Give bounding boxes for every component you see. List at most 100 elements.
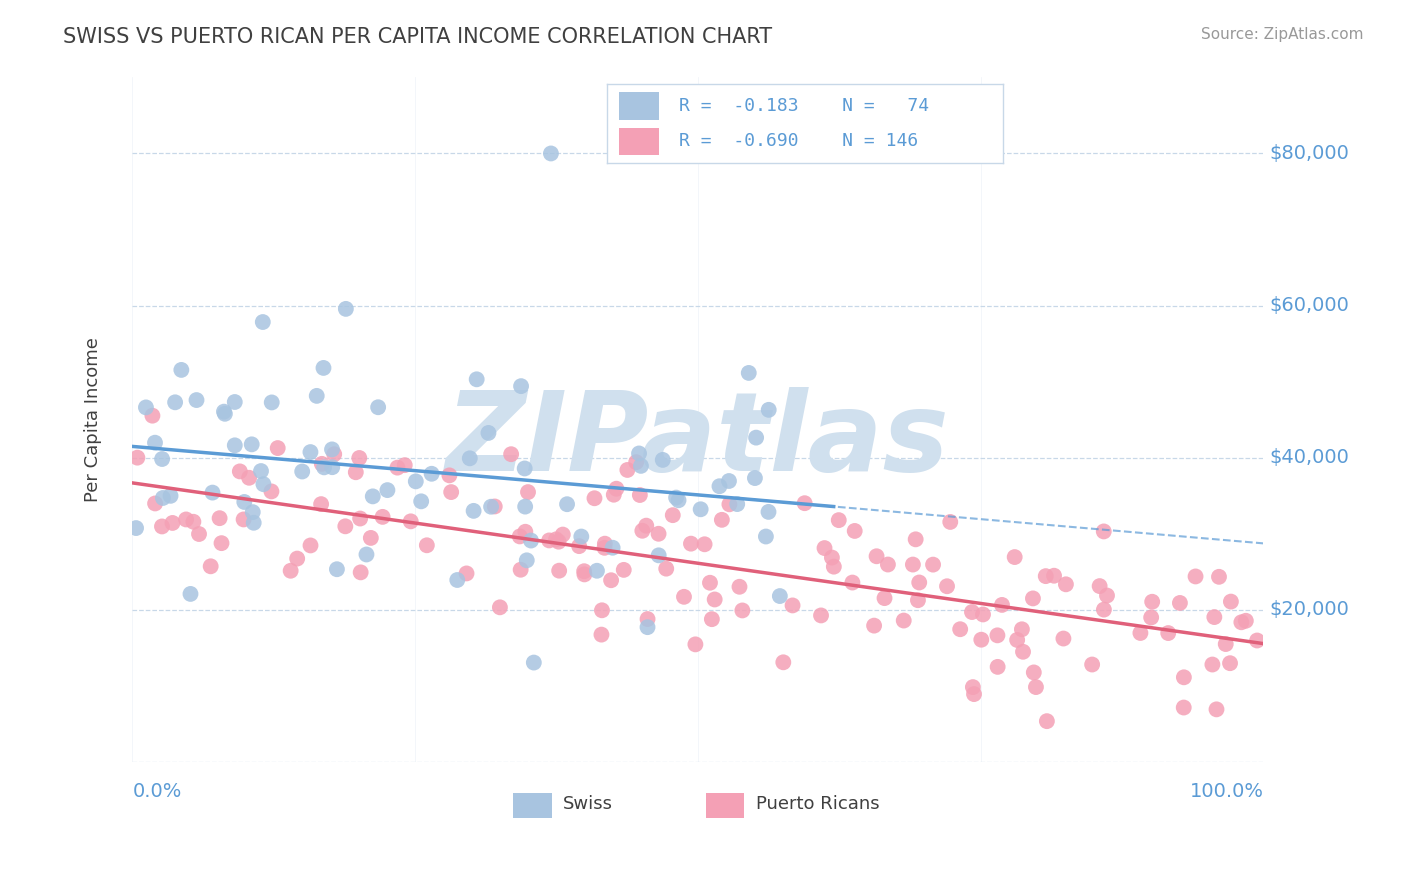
Point [647,549,669,563]
Point [893,614,915,628]
Point [637,612,659,626]
Text: $80,000: $80,000 [1270,144,1348,163]
Point [1036,714,1059,728]
Point [515,524,537,539]
Point [1219,594,1241,608]
Point [1230,615,1253,630]
Point [709,479,731,493]
Point [439,468,461,483]
Point [1129,626,1152,640]
Point [344,465,367,479]
Point [335,519,357,533]
Point [517,485,540,500]
Point [769,589,792,603]
Point [188,527,211,541]
Point [744,471,766,485]
Point [516,553,538,567]
Point [456,566,478,581]
Point [651,453,673,467]
Point [321,442,343,457]
Point [152,491,174,505]
Point [672,590,695,604]
Point [873,591,896,606]
Text: Per Capita Income: Per Capita Income [84,337,101,502]
Point [1092,524,1115,539]
Point [555,497,578,511]
Point [242,505,264,519]
Point [636,518,658,533]
Point [240,437,263,451]
Point [637,620,659,634]
Point [1025,680,1047,694]
Point [489,600,512,615]
Point [179,587,201,601]
Point [685,637,707,651]
Point [212,404,235,418]
Point [510,379,533,393]
Point [583,491,606,506]
Point [125,521,148,535]
Text: ZIPatlas: ZIPatlas [446,386,950,493]
Point [305,389,328,403]
Point [1035,569,1057,583]
Point [291,465,314,479]
Point [718,497,741,511]
Point [186,393,208,408]
Point [1215,637,1237,651]
Point [1022,591,1045,606]
Point [143,435,166,450]
Text: SWISS VS PUERTO RICAN PER CAPITA INCOME CORRELATION CHART: SWISS VS PUERTO RICAN PER CAPITA INCOME … [63,27,772,46]
Point [717,474,740,488]
Point [624,455,647,469]
Point [367,401,389,415]
Point [1043,568,1066,582]
Point [484,500,506,514]
Point [252,315,274,329]
Point [628,488,651,502]
Point [1005,632,1028,647]
Text: $20,000: $20,000 [1270,600,1348,619]
Point [1208,570,1230,584]
Point [907,593,929,607]
Point [321,460,343,475]
Point [523,656,546,670]
Point [841,575,863,590]
Point [548,564,571,578]
Point [613,563,636,577]
Point [689,502,711,516]
Point [361,489,384,503]
Point [591,603,613,617]
Point [250,464,273,478]
Point [405,475,427,489]
Point [211,536,233,550]
Point [908,575,931,590]
Point [1219,656,1241,670]
Point [267,441,290,455]
Text: 0.0%: 0.0% [132,782,181,801]
Point [1012,645,1035,659]
Point [224,395,246,409]
Point [1184,569,1206,583]
Point [1157,626,1180,640]
Point [214,407,236,421]
Point [844,524,866,538]
Point [939,515,962,529]
Point [260,484,283,499]
Point [165,395,187,409]
Point [420,467,443,481]
Point [668,493,690,508]
Point [479,500,502,514]
Point [1081,657,1104,672]
Point [260,395,283,409]
Point [465,372,488,386]
Point [135,401,157,415]
Point [200,559,222,574]
Point [603,488,626,502]
Point [772,655,794,669]
Point [446,573,468,587]
Point [1052,632,1074,646]
Point [513,461,536,475]
Point [183,515,205,529]
Point [755,529,778,543]
Point [208,511,231,525]
